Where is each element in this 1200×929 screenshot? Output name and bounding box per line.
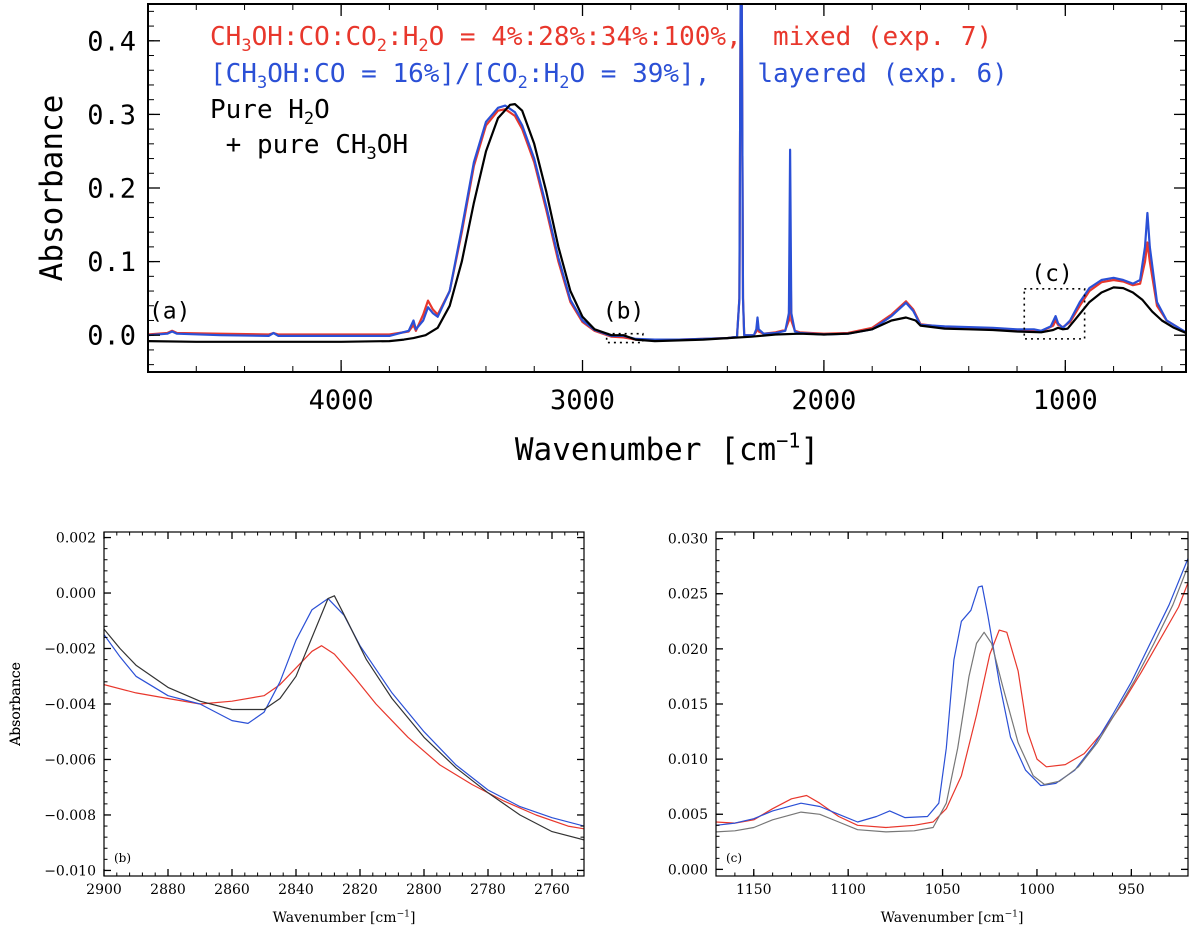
legend-subscript: 2: [518, 73, 528, 93]
legend-text: + pure CH: [210, 130, 367, 160]
legend-subscript: 2: [559, 73, 569, 93]
y-tick-label-main: 0.0: [87, 321, 136, 352]
legend-text: Pure H: [210, 95, 304, 125]
plot-frame-b: [103, 531, 585, 877]
series-line-main-1: [148, 4, 1186, 341]
x-tick-label-b: 2780: [470, 882, 506, 898]
chart-b: 2900 2880 2860 2840 2820 2800 2780 2760 0.002 0.0…: [8, 530, 585, 926]
y-tick-label-b: 0.000: [56, 586, 96, 602]
x-axis-label-sup: −1: [1005, 909, 1018, 919]
legend-subscript: 3: [241, 36, 251, 56]
series-line-b-2: [104, 595, 584, 841]
legend-text: OH:CO:CO: [252, 22, 377, 52]
y-axis-label-main: Absorbance: [34, 95, 70, 282]
x-tick-label-b: 2800: [406, 882, 442, 898]
x-axis-label-text: Wavenumber [cm: [273, 910, 397, 926]
legend-entry-2: Pure H2O: [210, 95, 330, 129]
y-tick-label-c: 0.025: [668, 587, 708, 603]
chart-main: 4000 3000 2000 1000 0.0 0.1 0.2 0.3 0.4 Wavenumbe…: [34, 3, 1187, 468]
series-line-c-1: [716, 558, 1188, 826]
x-tick-label-c: 1050: [925, 882, 961, 898]
panel-label-b: (b): [114, 851, 131, 865]
annotation-0: (a): [149, 298, 191, 324]
x-axis-label-end: ]: [410, 910, 415, 926]
y-tick-label-b: −0.004: [44, 697, 96, 713]
x-tick-label-main: 4000: [309, 385, 374, 416]
y-tick-label-c: 0.015: [668, 697, 708, 713]
x-axis-label-b: Wavenumber [cm−1]: [273, 909, 416, 926]
legend-entry-0: CH3OH:CO:CO2:H2O = 4%:28%:34%:100%, mixe…: [210, 22, 992, 56]
x-axis-label-end: ]: [1018, 910, 1023, 926]
x-tick-label-b: 2820: [342, 882, 378, 898]
legend-text: O: [314, 95, 330, 125]
legend-subscript: 3: [257, 73, 267, 93]
x-tick-label-main: 3000: [550, 385, 615, 416]
series-line-b-1: [104, 598, 584, 827]
panel-label-c: (c): [726, 851, 742, 865]
x-tick-label-b: 2760: [534, 882, 570, 898]
legend-text: CH: [210, 22, 241, 52]
legend-text: [CH: [210, 59, 257, 89]
legend-subscript: 2: [418, 36, 428, 56]
y-tick-label-c: 0.030: [668, 532, 708, 548]
y-tick-label-main: 0.2: [87, 173, 136, 204]
x-tick-label-b: 2900: [86, 882, 122, 898]
annotation-1: (b): [603, 298, 645, 324]
legend-subscript: 2: [304, 109, 314, 129]
x-tick-label-main: 2000: [791, 385, 856, 416]
chart-c: 1150 1100 1050 1000 950 0.000 0.005 0.010 0.015 0…: [8, 531, 1189, 926]
legend-subscript: 3: [367, 144, 377, 164]
zoom-box-0: [605, 332, 644, 344]
y-axis-label-c: Absorbance: [8, 662, 24, 747]
y-tick-label-c: 0.010: [668, 752, 708, 768]
annotation-2: (c): [1031, 261, 1073, 287]
x-axis-label-end: ]: [800, 432, 819, 468]
legend: CH3OH:CO:CO2:H2O = 4%:28%:34%:100%, mixe…: [210, 22, 1008, 164]
x-axis-label-main: Wavenumber [cm−1]: [515, 429, 819, 468]
series-line-c-2: [716, 565, 1188, 833]
x-axis-label-text: Wavenumber [cm: [515, 432, 776, 468]
legend-text: O = 4%:28%:34%:100%, mixed (exp. 7): [429, 22, 993, 52]
x-tick-label-c: 1100: [830, 882, 866, 898]
legend-text: :H: [528, 59, 559, 89]
x-tick-label-c: 1150: [736, 882, 772, 898]
x-axis-label-sup: −1: [397, 909, 410, 919]
x-tick-label-b: 2860: [214, 882, 250, 898]
series-line-c-0: [716, 582, 1188, 829]
x-tick-label-b: 2880: [150, 882, 186, 898]
y-tick-label-b: 0.002: [56, 530, 96, 546]
x-axis-label-text: Wavenumber [cm: [881, 910, 1005, 926]
y-tick-label-c: 0.005: [668, 807, 708, 823]
y-tick-label-main: 0.3: [87, 100, 136, 131]
x-tick-label-main: 1000: [1033, 385, 1098, 416]
plot-frame-c: [715, 531, 1189, 877]
y-tick-label-b: −0.010: [44, 863, 96, 879]
legend-text: :H: [387, 22, 418, 52]
y-tick-label-b: −0.006: [44, 752, 96, 768]
x-tick-label-b: 2840: [278, 882, 314, 898]
legend-text: OH:CO = 16%]/[CO: [267, 59, 517, 89]
x-axis-label-sup: −1: [776, 429, 800, 453]
y-axis-label-b: Absorbance: [8, 662, 24, 747]
y-tick-label-main: 0.1: [87, 247, 136, 278]
y-tick-label-b: −0.002: [44, 641, 96, 657]
legend-entry-3: + pure CH3OH: [210, 130, 408, 164]
legend-entry-1: [CH3OH:CO = 16%]/[CO2:H2O = 39%], layere…: [210, 59, 1008, 93]
x-tick-label-c: 1000: [1019, 882, 1055, 898]
y-tick-label-b: −0.008: [44, 808, 96, 824]
zoom-box-1: [1023, 288, 1086, 340]
series-line-main-2: [148, 103, 1186, 343]
legend-subscript: 2: [377, 36, 387, 56]
y-tick-label-c: 0.020: [668, 642, 708, 658]
series-line-b-0: [104, 645, 584, 830]
legend-text: OH: [377, 130, 408, 160]
x-tick-label-c: 950: [1118, 882, 1145, 898]
y-tick-label-main: 0.4: [87, 26, 136, 57]
x-axis-label-c: Wavenumber [cm−1]: [881, 909, 1024, 926]
legend-text: O = 39%], layered (exp. 6): [569, 59, 1007, 89]
series-line-main-0: [148, 4, 1186, 342]
y-tick-label-c: 0.000: [668, 862, 708, 878]
